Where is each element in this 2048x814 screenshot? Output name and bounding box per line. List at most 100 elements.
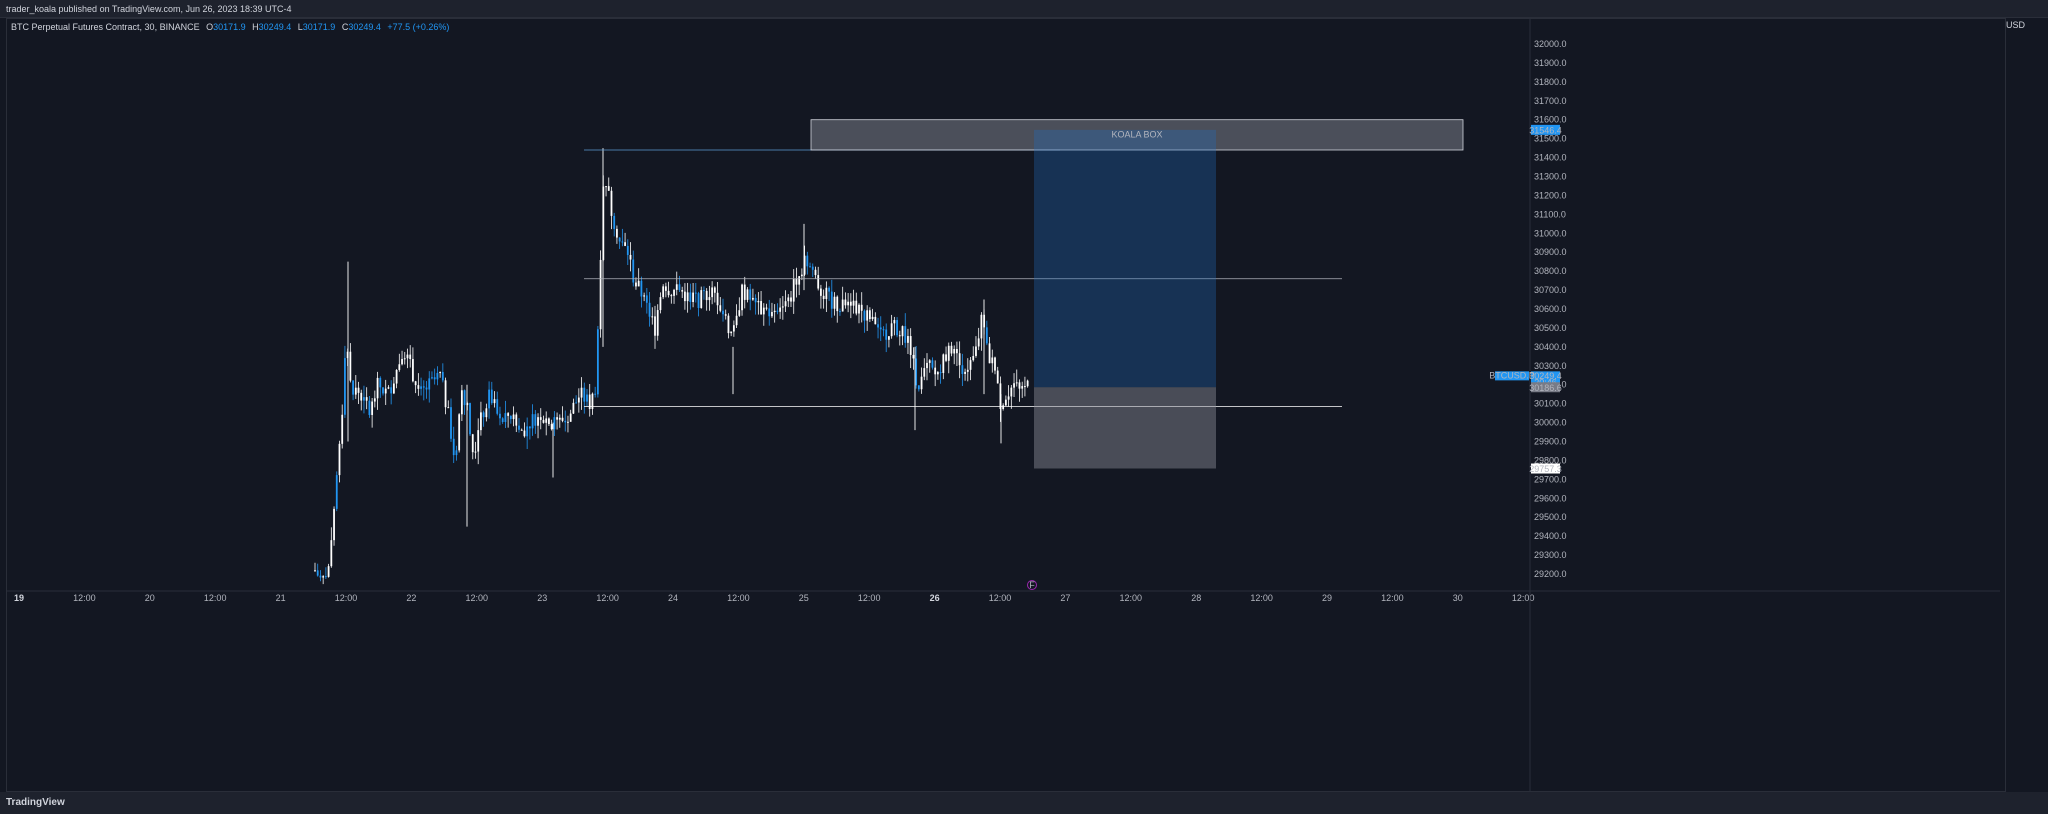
candle-body	[800, 274, 803, 277]
time-tick-label: 12:00	[73, 593, 96, 603]
stop-price-badge-text: 29757.3	[1529, 464, 1562, 474]
candle-body	[485, 408, 488, 418]
candle-body	[452, 438, 455, 456]
symbol-name[interactable]: BTC Perpetual Futures Contract, 30, BINA…	[11, 22, 200, 32]
candle-body	[752, 297, 754, 300]
candle-body	[534, 414, 537, 426]
candle-body	[656, 310, 659, 336]
target-zone[interactable]	[1034, 129, 1216, 388]
price-tick-label: 30300.0	[1534, 361, 1567, 371]
candle-body	[561, 417, 564, 421]
candle-body	[746, 289, 749, 300]
price-tick-label: 31700.0	[1534, 96, 1567, 106]
candle-body	[994, 357, 996, 371]
candle-body	[414, 381, 417, 386]
candle-body	[422, 386, 425, 388]
candle-body	[545, 418, 548, 423]
publish-header: trader_koala published on TradingView.co…	[0, 0, 2048, 18]
candle-body	[901, 326, 904, 337]
price-tick-label: 32000.0	[1534, 39, 1567, 49]
candle-body	[860, 304, 863, 311]
entry-price-badge	[1531, 382, 1560, 393]
candle-body	[420, 386, 422, 389]
candle-body	[387, 387, 390, 389]
candle-body	[849, 301, 852, 306]
candle-body	[659, 297, 662, 311]
footer-bar: TradingView	[0, 792, 2048, 814]
time-tick-label: 21	[276, 593, 286, 603]
candle-body	[431, 377, 433, 379]
candle-body	[953, 349, 956, 354]
candle-body	[433, 377, 436, 380]
candle-body	[624, 242, 626, 246]
candle-body	[917, 385, 920, 390]
candle-body	[811, 266, 814, 270]
price-tick-label: 31600.0	[1534, 115, 1567, 125]
candle-body	[855, 300, 858, 314]
chart-frame	[6, 18, 2006, 792]
candle-body	[942, 354, 945, 373]
candle-body	[531, 414, 534, 429]
candle-body	[934, 367, 937, 375]
candle-body	[463, 390, 466, 406]
candle-body	[371, 401, 374, 415]
stop-zone[interactable]	[1034, 387, 1216, 469]
candle-body	[447, 407, 450, 409]
candle-body	[496, 399, 499, 414]
candle-body	[542, 419, 545, 423]
candle-body	[403, 358, 406, 360]
candle-body	[338, 443, 341, 476]
candle-body	[379, 377, 382, 388]
candle-body	[507, 413, 510, 416]
candle-body	[1021, 386, 1024, 389]
candle-body	[523, 430, 526, 437]
candle-body	[648, 302, 651, 317]
high-label: H	[252, 22, 259, 32]
candle-body	[839, 311, 841, 313]
candle-body	[1010, 387, 1013, 397]
price-tick-label: 29300.0	[1534, 550, 1567, 560]
candle-body	[599, 259, 602, 330]
candle-body	[493, 399, 496, 404]
candle-body	[376, 377, 379, 399]
low-value: 30171.9	[302, 22, 336, 32]
candle-body	[322, 576, 325, 578]
candle-body	[852, 300, 855, 306]
candle-body	[985, 327, 988, 344]
candle-body	[480, 412, 482, 431]
candle-body	[730, 331, 733, 334]
price-tick-label: 30500.0	[1534, 323, 1567, 333]
candle-body	[515, 414, 518, 426]
price-tick-label: 29200.0	[1534, 569, 1567, 579]
candle-body	[645, 295, 648, 303]
candle-body	[735, 315, 738, 326]
candle-body	[781, 306, 784, 308]
time-tick-label: 23	[537, 593, 547, 603]
candle-body	[724, 314, 727, 316]
candle-body	[471, 434, 474, 453]
candle-body	[692, 292, 694, 303]
time-tick-label: 12:00	[1250, 593, 1273, 603]
candle-body	[1024, 386, 1026, 388]
candle-body	[436, 372, 439, 380]
tradingview-logo[interactable]: TradingView	[6, 797, 65, 808]
candle-body	[787, 297, 790, 302]
candle-body	[412, 359, 414, 382]
candle-body	[354, 387, 357, 395]
price-tick-label: 31300.0	[1534, 172, 1567, 182]
candle-body	[771, 312, 773, 317]
candle-body	[564, 420, 567, 423]
event-marker-icon[interactable]	[1027, 580, 1037, 590]
candle-body	[629, 254, 632, 260]
candle-body	[504, 413, 507, 423]
target-price-badge-text: 31546.4	[1529, 125, 1562, 135]
candle-body	[664, 286, 667, 291]
candle-body	[705, 290, 708, 301]
candle-body	[626, 245, 629, 255]
last-price-text: 30249.4	[1529, 371, 1562, 381]
currency-label[interactable]: USD	[2006, 20, 2026, 30]
candle-body	[330, 540, 333, 567]
koala-box[interactable]	[810, 119, 1464, 151]
candle-body	[365, 397, 368, 401]
